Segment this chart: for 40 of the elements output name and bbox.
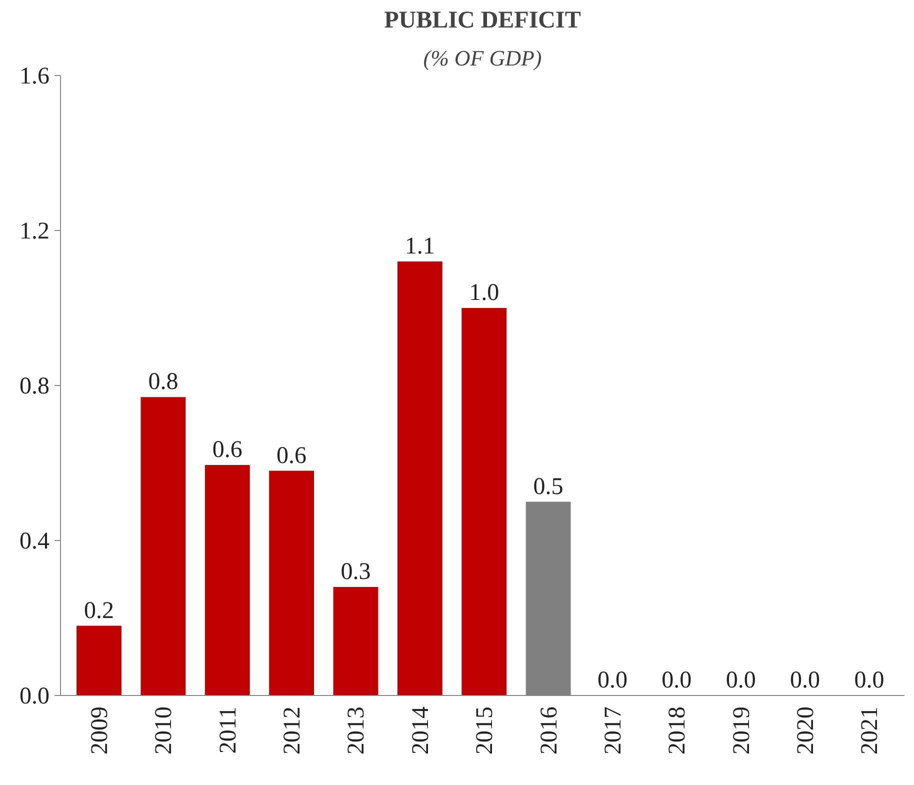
data-label: 0.0 [662,668,692,694]
bar [140,397,186,696]
data-label: 0.0 [597,668,628,694]
bar [333,587,378,696]
x-tick-label: 2016 [536,706,562,754]
x-tick-label: 2009 [87,706,114,754]
bar [462,308,507,696]
y-tick-label: 1.2 [20,218,50,244]
x-tick-label: 2012 [280,706,306,754]
bar [269,470,314,696]
data-label: 0.0 [726,668,756,694]
data-label: 1.0 [469,280,500,306]
data-label: 0.5 [533,474,564,500]
y-tick-label: 0.0 [20,684,50,710]
data-label: 1.1 [404,234,435,260]
x-tick-label: 2017 [600,706,626,754]
data-label: 0.3 [340,559,371,585]
data-label: 0.6 [276,442,307,469]
x-tick-label: 2020 [793,706,820,754]
x-tick-label: 2013 [344,706,370,754]
data-label: 0.8 [148,369,178,396]
bar [204,464,250,696]
y-tick-label: 1.6 [20,64,50,90]
data-label: 0.6 [212,436,242,463]
x-tick-label: 2015 [472,706,498,754]
y-tick-label: 0.8 [20,374,50,400]
data-label: 0.2 [84,598,114,624]
x-tick-label: 2019 [728,706,755,754]
x-tick-label: 2021 [857,706,884,754]
data-label: 0.0 [790,668,820,694]
chart-title: PUBLIC DEFICIT [384,8,581,34]
chart-subtitle: (% OF GDP) [423,46,542,70]
x-tick-label: 2010 [151,706,178,754]
x-tick-label: 2014 [408,706,434,754]
x-tick-label: 2011 [215,706,242,754]
bar [397,262,442,696]
y-tick-label: 0.4 [20,528,50,554]
data-label: 0.0 [854,668,884,694]
x-tick-label: 2018 [664,706,691,754]
bar [76,626,122,696]
